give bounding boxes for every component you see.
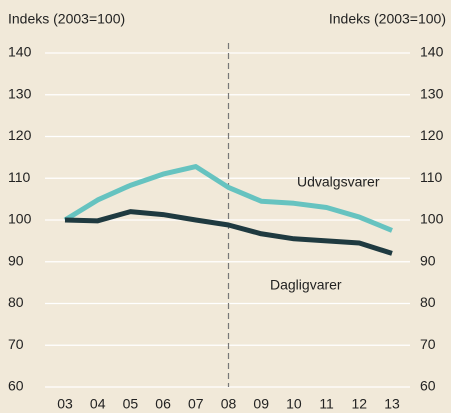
- y2-tick-label: 80: [420, 294, 436, 310]
- y-tick-label: 70: [8, 336, 24, 352]
- x-tick-label: 05: [123, 396, 139, 412]
- y-tick-label: 100: [8, 211, 32, 227]
- y-tick-label: 90: [8, 252, 24, 268]
- x-tick-label: 11: [319, 396, 334, 412]
- y-tick-label: 130: [8, 85, 32, 101]
- x-tick-label: 03: [57, 396, 73, 412]
- x-tick-label: 08: [221, 396, 237, 412]
- y2-tick-label: 90: [420, 252, 436, 268]
- series-line: [63, 164, 393, 233]
- y2-tick-label: 140: [420, 44, 444, 60]
- y-tick-label: 120: [8, 127, 32, 143]
- x-tick-label: 12: [352, 396, 368, 412]
- y-tick-label: 140: [8, 44, 32, 60]
- y2-tick-label: 110: [420, 169, 443, 185]
- x-tick-label: 07: [188, 396, 204, 412]
- x-tick-label: 10: [286, 396, 302, 412]
- x-tick-label: 13: [384, 396, 400, 412]
- y-tick-label: 80: [8, 294, 24, 310]
- y-axis-label: Indeks (2003=100): [8, 11, 125, 27]
- y2-axis-label: Indeks (2003=100): [329, 11, 446, 27]
- y2-tick-label: 120: [420, 127, 444, 143]
- y2-tick-label: 60: [420, 378, 436, 394]
- series-label: Udvalgsvarer: [297, 174, 380, 190]
- x-tick-label: 09: [253, 396, 269, 412]
- series-label: Dagligvarer: [270, 277, 342, 293]
- x-tick-label: 06: [155, 396, 171, 412]
- y2-tick-label: 70: [420, 336, 436, 352]
- series-line: [64, 209, 393, 256]
- y2-tick-label: 100: [420, 211, 444, 227]
- y-tick-label: 60: [8, 378, 24, 394]
- y2-tick-label: 130: [420, 85, 444, 101]
- y-tick-label: 110: [8, 169, 31, 185]
- x-tick-label: 04: [90, 396, 106, 412]
